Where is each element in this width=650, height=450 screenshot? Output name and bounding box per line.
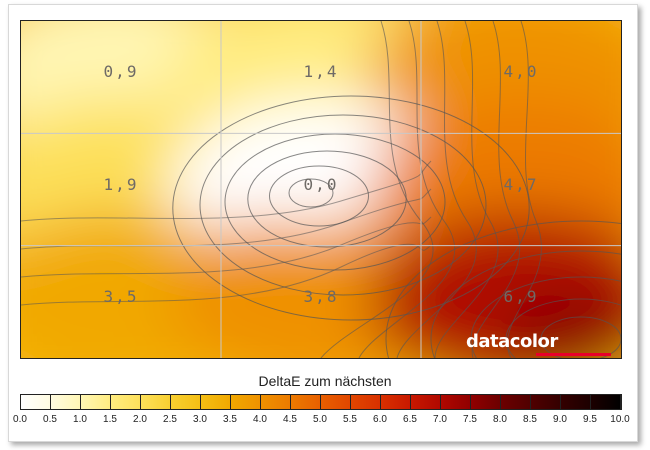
colorbar-tick-label: 0.5 [43, 414, 57, 425]
colorbar-tick [440, 394, 441, 409]
colorbar-tick [230, 394, 231, 409]
colorbar-tick [380, 394, 381, 409]
colorbar-tick [410, 394, 411, 409]
contour-corner-4 [385, 220, 621, 358]
contour-band-3 [434, 21, 499, 358]
colorbar-tick [170, 394, 171, 409]
colorbar-tick [140, 394, 141, 409]
colorbar-tick-label: 10.0 [610, 414, 630, 425]
contour-corner-3 [430, 250, 621, 358]
datacolor-logo-bar [536, 353, 611, 356]
datacolor-logo: datacolor [466, 331, 558, 352]
colorbar-tick-label: 8.5 [523, 414, 537, 425]
zone-value-1-1: 0,0 [303, 174, 339, 194]
colorbar-tick [620, 394, 621, 409]
contour-band-5 [506, 21, 542, 358]
heat-max-spot [501, 291, 621, 358]
colorbar-tick-label: 2.5 [163, 414, 177, 425]
colorbar-tick [530, 394, 531, 409]
colorbar-tick-label: 0.0 [13, 414, 27, 425]
colorbar-tick-label: 7.0 [433, 414, 447, 425]
colorbar-tick-label: 4.0 [253, 414, 267, 425]
colorbar-tick [350, 394, 351, 409]
contour-center-4 [199, 114, 487, 296]
colorbar-tick-label: 8.0 [493, 414, 507, 425]
contour-corner-2 [470, 276, 621, 358]
colorbar-tick [20, 394, 21, 409]
colorbar-tick-label: 3.0 [193, 414, 207, 425]
colorbar-tick-label: 9.0 [553, 414, 567, 425]
zone-value-2-2: 6,9 [503, 286, 539, 306]
colorbar-tick-label: 2.0 [133, 414, 147, 425]
deltae-heatmap-plot: 0,9 1,4 4,0 1,9 0,0 4,7 3,5 3,8 6,9 datacolor [20, 20, 622, 359]
contour-lines [21, 21, 621, 358]
colorbar-tick-label: 1.0 [73, 414, 87, 425]
colorbar-tick-label: 9.5 [583, 414, 597, 425]
colorbar-tick [500, 394, 501, 409]
contour-band-1 [358, 21, 456, 358]
zone-value-0-2: 4,0 [503, 62, 539, 82]
contour-band-4 [471, 21, 521, 358]
contour-band-2 [396, 21, 477, 358]
colorbar-tick-label: 7.5 [463, 414, 477, 425]
colorbar-ticks: 0.0 0.5 1.0 1.5 2.0 2.5 3.0 3.5 4.0 4.5 5.0 5.5 6.0 6… [13, 394, 630, 434]
contour-lower-2 [21, 216, 432, 278]
contour-lower-3 [21, 243, 432, 306]
contour-corner-1 [505, 298, 621, 358]
colorbar-tick [590, 394, 591, 409]
heat-min-spot [241, 136, 381, 226]
contour-center-1 [269, 165, 369, 227]
zone-value-0-1: 1,4 [303, 62, 339, 82]
colorbar-tick [50, 394, 51, 409]
heatmap-svg [21, 21, 621, 358]
zone-value-1-0: 1,9 [103, 174, 139, 194]
zone-value-2-1: 3,8 [303, 286, 339, 306]
contour-corner-0 [540, 316, 621, 358]
colorbar-tick-label: 5.0 [313, 414, 327, 425]
zone-value-0-0: 0,9 [103, 62, 139, 82]
colorbar-tick-label: 3.5 [223, 414, 237, 425]
colorbar-tick [290, 394, 291, 409]
colorbar-title: DeltaE zum nächsten [258, 373, 392, 389]
colorbar-tick [110, 394, 111, 409]
zone-value-2-0: 3,5 [103, 286, 139, 306]
contour-center-0 [288, 178, 334, 208]
colorbar-tick-label: 5.5 [343, 414, 357, 425]
colorbar-tick [80, 394, 81, 409]
colorbar-tick [260, 394, 261, 409]
colorbar-tick-label: 4.5 [283, 414, 297, 425]
colorbar-tick [320, 394, 321, 409]
colorbar-tick-label: 1.5 [103, 414, 117, 425]
colorbar-tick-label: 6.5 [403, 414, 417, 425]
zone-grid [21, 21, 621, 358]
contour-center-5 [172, 95, 530, 321]
colorbar-tick [560, 394, 561, 409]
colorbar-tick [200, 394, 201, 409]
contour-lower-0 [21, 160, 432, 222]
zone-value-1-2: 4,7 [503, 174, 539, 194]
colorbar-tick-label: 6.0 [373, 414, 387, 425]
colorbar-tick [470, 394, 471, 409]
